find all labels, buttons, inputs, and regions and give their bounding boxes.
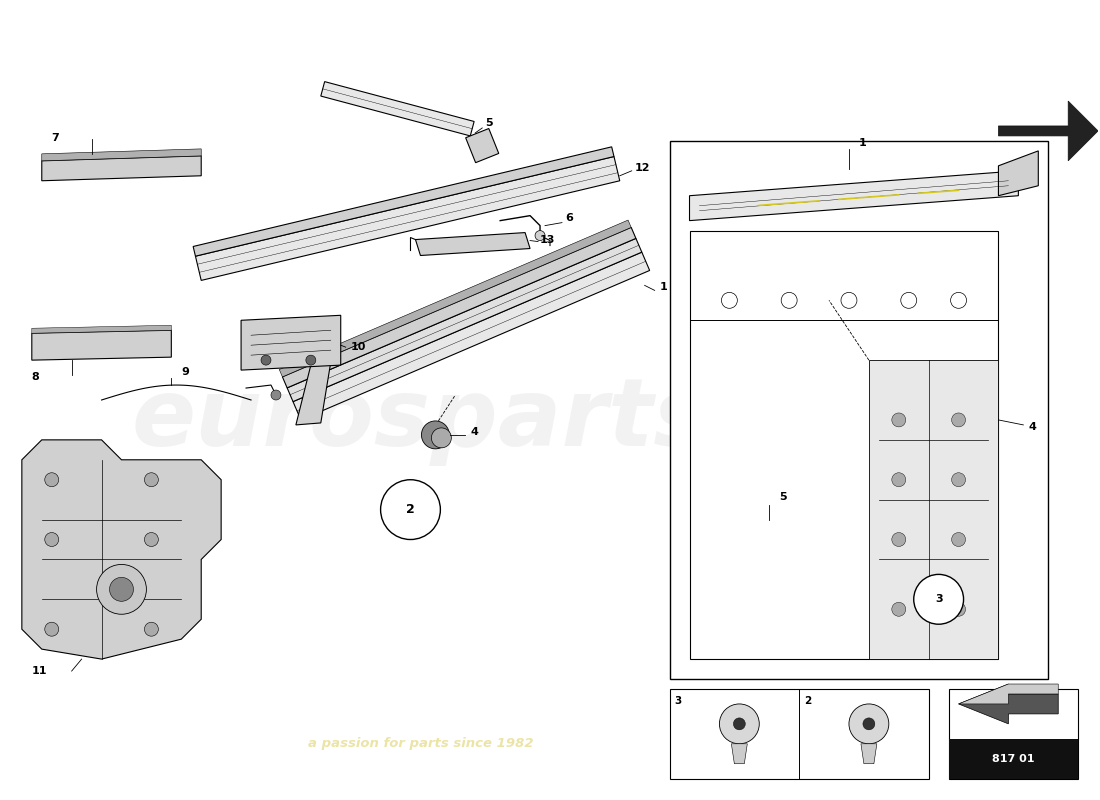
Text: 8: 8 <box>32 372 40 382</box>
Circle shape <box>950 292 967 308</box>
Polygon shape <box>999 151 1038 196</box>
Polygon shape <box>861 744 877 764</box>
Text: 13: 13 <box>540 234 556 245</box>
Circle shape <box>381 480 440 539</box>
Polygon shape <box>196 157 619 281</box>
FancyBboxPatch shape <box>670 689 928 778</box>
Text: 7: 7 <box>52 133 59 143</box>
Text: 6: 6 <box>565 213 573 222</box>
Polygon shape <box>732 744 747 764</box>
Polygon shape <box>958 684 1058 704</box>
Circle shape <box>719 704 759 744</box>
Polygon shape <box>283 227 636 388</box>
Polygon shape <box>465 129 498 162</box>
Polygon shape <box>296 362 331 425</box>
Circle shape <box>892 413 905 427</box>
Text: 3: 3 <box>674 696 682 706</box>
Text: 3: 3 <box>935 594 943 604</box>
Polygon shape <box>32 326 172 334</box>
Text: 9: 9 <box>182 367 189 377</box>
Circle shape <box>892 473 905 486</box>
Circle shape <box>722 292 737 308</box>
Text: 1: 1 <box>859 138 867 148</box>
FancyBboxPatch shape <box>670 141 1048 679</box>
Circle shape <box>144 473 158 486</box>
Text: 4: 4 <box>471 427 478 437</box>
Polygon shape <box>241 315 341 370</box>
Circle shape <box>45 622 58 636</box>
Polygon shape <box>42 156 201 181</box>
Text: 2: 2 <box>406 503 415 516</box>
Circle shape <box>431 428 451 448</box>
Circle shape <box>952 533 966 546</box>
Circle shape <box>144 533 158 546</box>
Circle shape <box>901 292 916 308</box>
Polygon shape <box>869 360 999 659</box>
Polygon shape <box>999 101 1098 161</box>
Circle shape <box>849 704 889 744</box>
Polygon shape <box>293 252 650 420</box>
Circle shape <box>892 602 905 616</box>
Circle shape <box>45 473 58 486</box>
Circle shape <box>261 355 271 365</box>
Text: 4: 4 <box>1028 422 1036 432</box>
FancyBboxPatch shape <box>948 739 1078 778</box>
Polygon shape <box>42 149 201 161</box>
Polygon shape <box>194 147 614 256</box>
Polygon shape <box>958 684 1058 724</box>
Circle shape <box>535 230 544 241</box>
Polygon shape <box>32 330 172 360</box>
Circle shape <box>45 533 58 546</box>
Text: a passion for parts since 1982: a passion for parts since 1982 <box>308 738 534 750</box>
Polygon shape <box>690 170 1019 221</box>
Circle shape <box>306 355 316 365</box>
Text: 1: 1 <box>660 282 668 292</box>
Circle shape <box>734 718 746 730</box>
Circle shape <box>862 718 874 730</box>
Circle shape <box>952 413 966 427</box>
Text: 12: 12 <box>635 162 650 173</box>
Polygon shape <box>287 238 641 402</box>
Polygon shape <box>321 82 474 136</box>
Circle shape <box>144 622 158 636</box>
Polygon shape <box>416 233 530 255</box>
Text: 11: 11 <box>32 666 47 676</box>
Circle shape <box>842 292 857 308</box>
Circle shape <box>110 578 133 602</box>
Polygon shape <box>22 440 221 659</box>
FancyBboxPatch shape <box>948 689 1078 778</box>
Circle shape <box>892 533 905 546</box>
Polygon shape <box>279 220 631 377</box>
Circle shape <box>97 565 146 614</box>
Text: 2: 2 <box>804 696 812 706</box>
Circle shape <box>421 421 450 449</box>
Circle shape <box>914 574 964 624</box>
Text: 10: 10 <box>351 342 366 352</box>
Text: 5: 5 <box>485 118 493 128</box>
Circle shape <box>952 473 966 486</box>
Text: 817 01: 817 01 <box>992 754 1035 764</box>
Text: 5: 5 <box>779 492 786 502</box>
Circle shape <box>271 390 281 400</box>
Circle shape <box>952 602 966 616</box>
Text: eurosparts: eurosparts <box>131 374 710 466</box>
Circle shape <box>781 292 798 308</box>
Polygon shape <box>690 230 999 659</box>
